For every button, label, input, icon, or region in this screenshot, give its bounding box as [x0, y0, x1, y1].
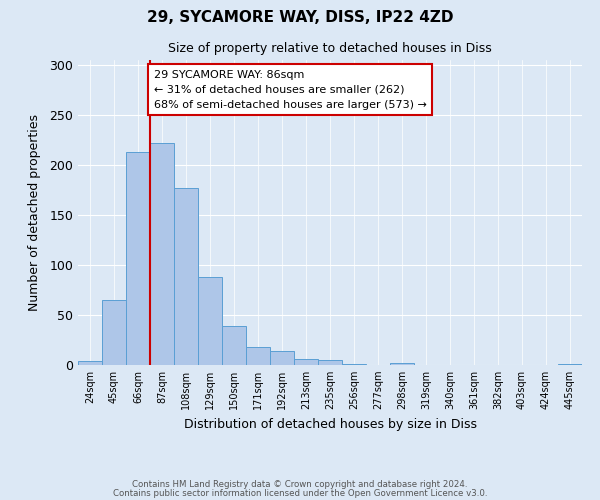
Bar	[558, 364, 582, 365]
Text: Contains public sector information licensed under the Open Government Licence v3: Contains public sector information licen…	[113, 490, 487, 498]
Bar	[222, 326, 246, 365]
Bar	[102, 300, 126, 365]
Bar	[270, 351, 294, 365]
Bar	[126, 152, 150, 365]
Text: 29, SYCAMORE WAY, DISS, IP22 4ZD: 29, SYCAMORE WAY, DISS, IP22 4ZD	[147, 10, 453, 25]
Bar	[150, 143, 174, 365]
Bar	[342, 364, 366, 365]
Title: Size of property relative to detached houses in Diss: Size of property relative to detached ho…	[168, 42, 492, 54]
Bar	[246, 347, 270, 365]
Bar	[390, 363, 414, 365]
Text: 29 SYCAMORE WAY: 86sqm
← 31% of detached houses are smaller (262)
68% of semi-de: 29 SYCAMORE WAY: 86sqm ← 31% of detached…	[154, 70, 427, 110]
Bar	[174, 188, 198, 365]
Bar	[294, 359, 318, 365]
Y-axis label: Number of detached properties: Number of detached properties	[28, 114, 41, 311]
X-axis label: Distribution of detached houses by size in Diss: Distribution of detached houses by size …	[184, 418, 476, 430]
Bar	[78, 361, 102, 365]
Bar	[318, 360, 342, 365]
Bar	[198, 277, 222, 365]
Text: Contains HM Land Registry data © Crown copyright and database right 2024.: Contains HM Land Registry data © Crown c…	[132, 480, 468, 489]
